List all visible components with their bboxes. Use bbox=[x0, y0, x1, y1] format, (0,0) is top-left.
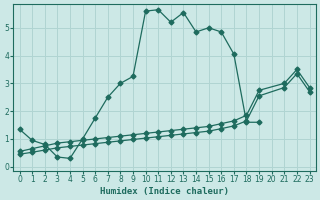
X-axis label: Humidex (Indice chaleur): Humidex (Indice chaleur) bbox=[100, 187, 229, 196]
